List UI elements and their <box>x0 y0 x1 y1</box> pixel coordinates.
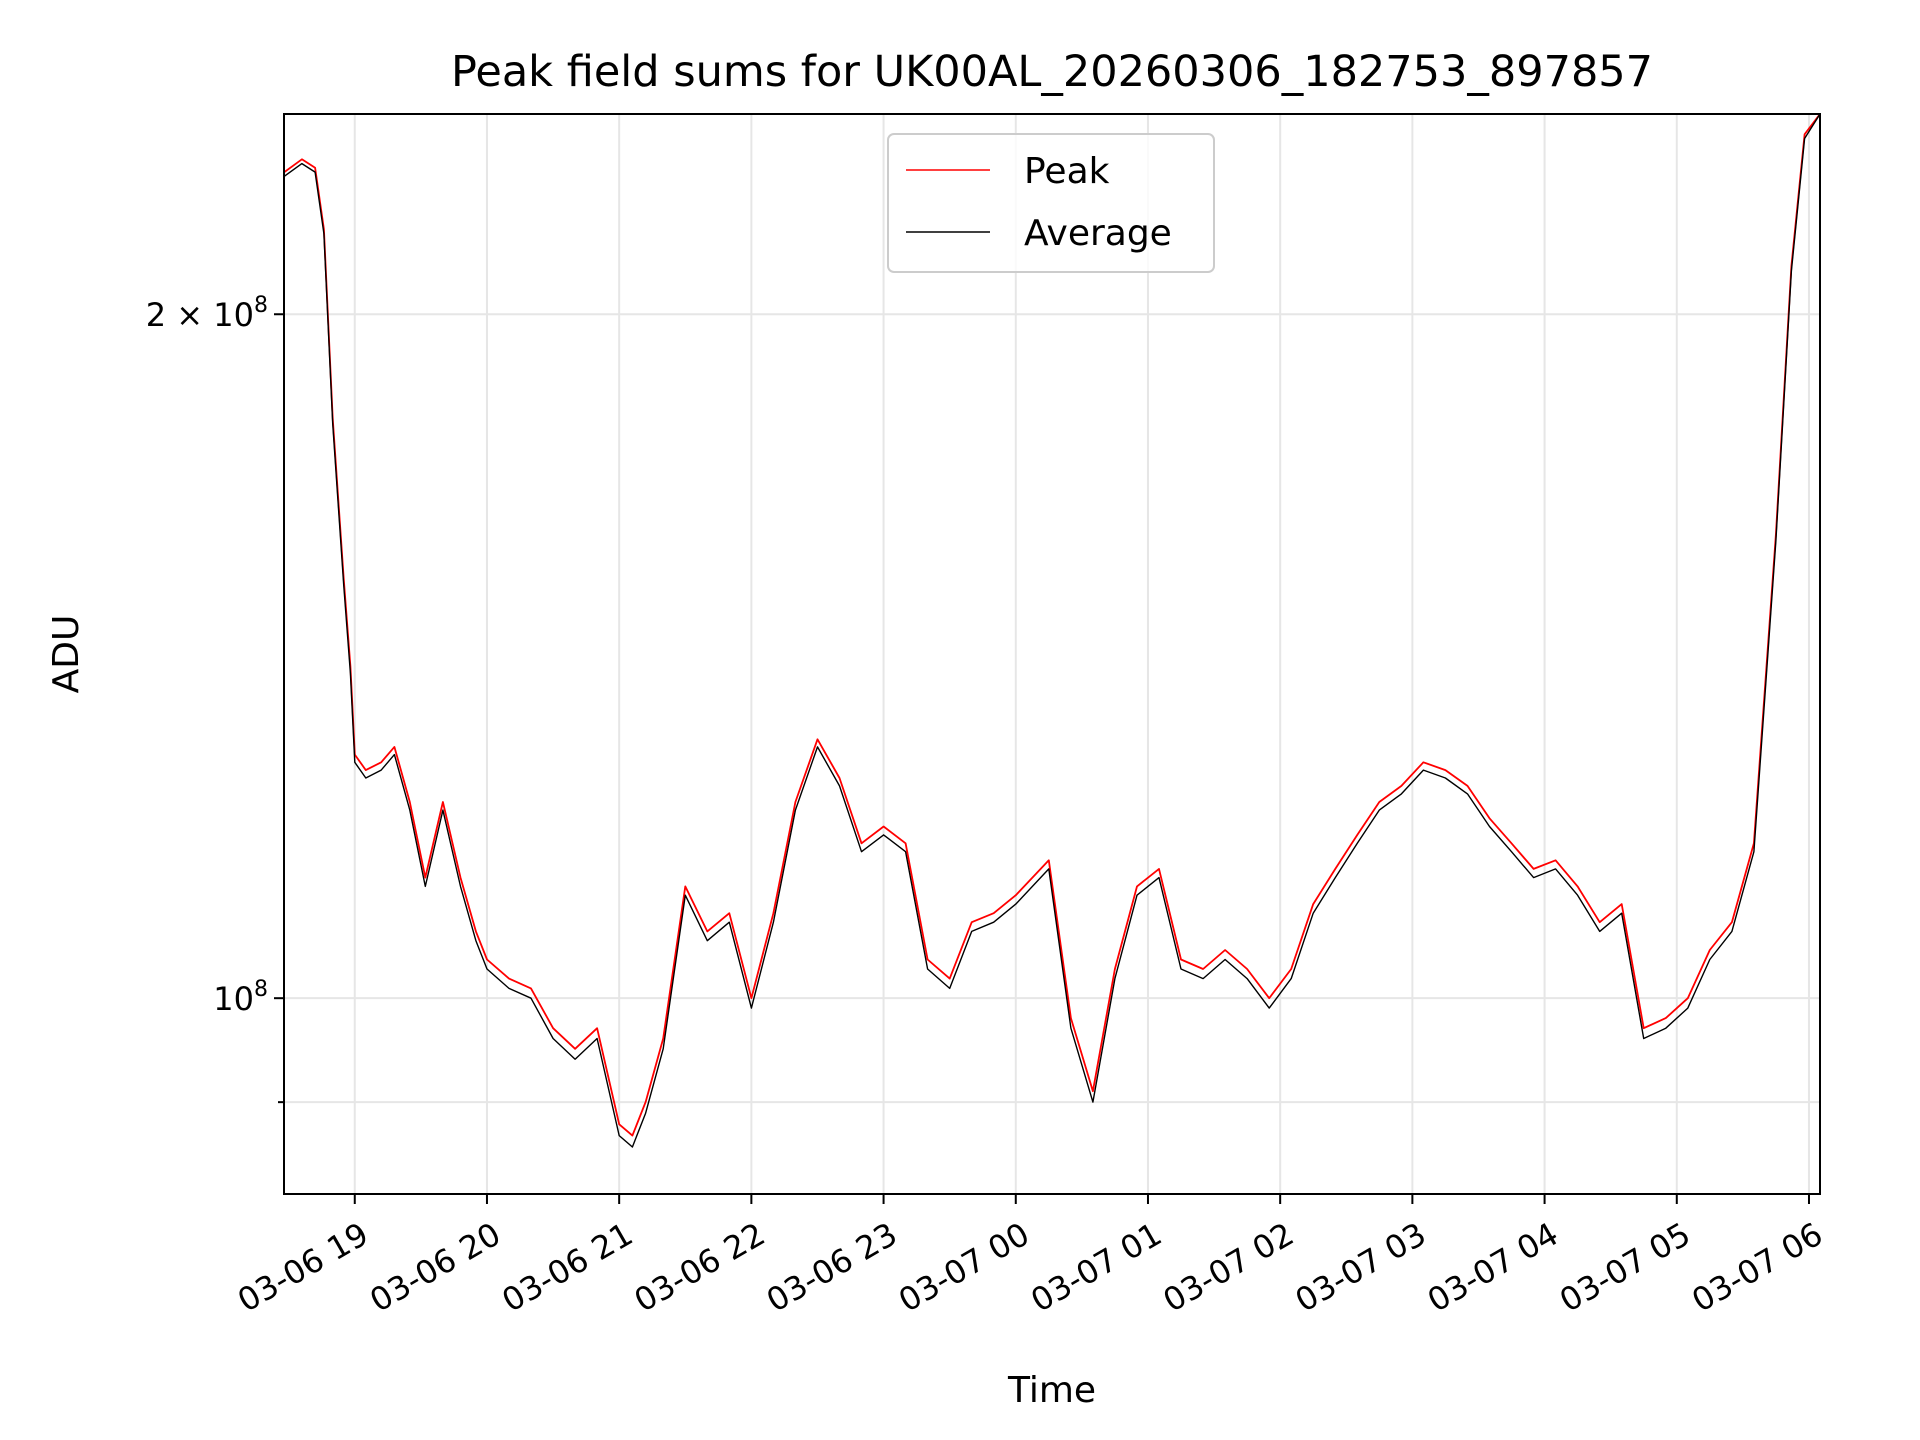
y-axis-label: ADU <box>46 615 87 694</box>
y-tick-layer: 108 2 × 108 <box>146 293 284 1104</box>
legend-label-peak: Peak <box>1024 151 1110 192</box>
series-layer <box>284 114 1820 1148</box>
legend-box <box>887 133 1215 273</box>
chart-title: Peak field sums for UK00AL_20260306_1827… <box>451 47 1653 97</box>
plot-frame <box>283 113 1821 1195</box>
grid-layer <box>284 114 1820 1194</box>
y-tick-label: 108 <box>213 977 268 1018</box>
legend-label-average: Average <box>1024 213 1172 254</box>
series-line-average <box>284 114 1820 1148</box>
legend: Peak Average <box>887 133 1215 273</box>
x-axis-label: Time <box>1007 1370 1096 1411</box>
y-tick-label: 2 × 108 <box>146 293 268 334</box>
series-line-peak <box>284 114 1820 1137</box>
